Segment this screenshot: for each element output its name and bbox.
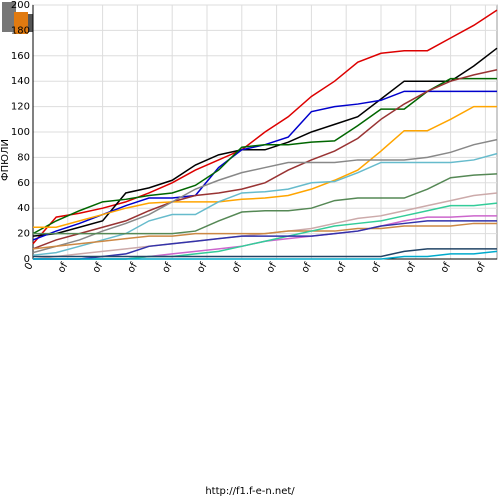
y-axis-label: ФПЮЛИ	[0, 139, 11, 181]
y-tick-label: 0	[24, 254, 30, 265]
x-tick-label: 0	[23, 261, 36, 272]
series-line	[32, 222, 497, 250]
y-tick-label: 60	[17, 178, 30, 189]
series-line	[32, 77, 497, 235]
y-tick-label: 20	[17, 229, 30, 240]
x-tick-label: of	[230, 261, 245, 275]
y-tick-label: 160	[11, 51, 30, 62]
y-tick-label: 80	[17, 152, 30, 163]
x-tick-label: of	[334, 261, 349, 275]
y-tick-label: 140	[11, 76, 30, 87]
x-tick-label: of	[56, 261, 71, 275]
series-line	[33, 173, 498, 235]
series-line	[33, 220, 497, 260]
y-tick-label: 120	[11, 102, 30, 113]
y-tick-label: 180	[11, 25, 30, 36]
x-tick-label: of	[474, 261, 489, 275]
series-line	[33, 250, 498, 260]
y-tick-label: 40	[17, 203, 30, 214]
x-tick-label: of	[439, 261, 454, 275]
series-line	[32, 69, 498, 250]
y-tick-label: 200	[11, 0, 30, 11]
footer: http://f1.f-e-n.net/	[205, 486, 295, 497]
logo-part	[2, 2, 16, 32]
x-tick-label: of	[404, 261, 419, 275]
x-tick-label: of	[126, 261, 141, 275]
series-line	[33, 248, 497, 258]
series-line	[32, 152, 498, 256]
y-tick-label: 100	[11, 127, 30, 138]
series-line	[32, 138, 498, 254]
x-tick-label: of	[369, 261, 384, 275]
x-tick-label: of	[300, 261, 315, 275]
logo-part	[14, 12, 28, 34]
x-tick-label: of	[265, 261, 280, 275]
x-tick-label: of	[160, 261, 175, 275]
x-tick-label: of	[91, 261, 106, 275]
series-line	[33, 105, 497, 228]
x-tick-label: of	[195, 261, 210, 275]
series-line	[32, 9, 498, 245]
